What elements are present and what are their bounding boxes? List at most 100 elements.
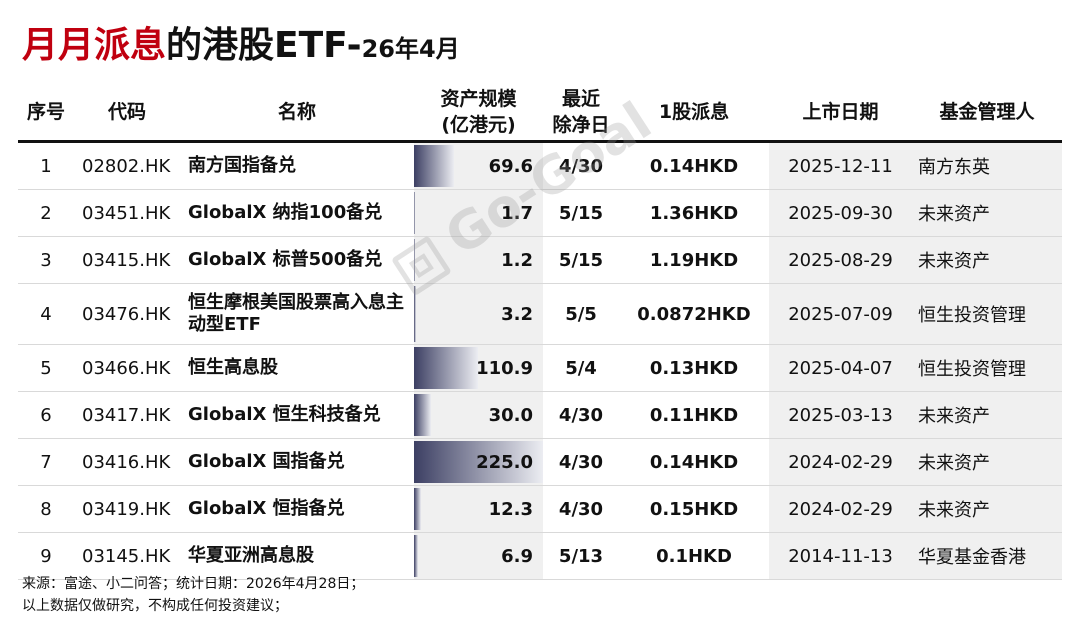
assets-value: 12.3 [488, 498, 533, 520]
header-name: 名称 [180, 84, 414, 143]
assets-value: 30.0 [488, 404, 533, 426]
assets-value: 110.9 [476, 357, 533, 379]
cell-idx: 8 [18, 485, 74, 533]
assets-bar [414, 441, 543, 483]
assets-bar [414, 347, 478, 389]
header-assets-line2: (亿港元) [441, 114, 516, 136]
table-row: 6 03417.HK GlobalX 恒生科技备兑 30.0 4/30 0.11HKD 20… [18, 391, 1062, 439]
table-row: 7 03416.HK GlobalX 国指备兑 225.0 4/30 0.14HKD 202… [18, 438, 1062, 486]
cell-code: 03145.HK [74, 532, 180, 580]
cell-manager: 华夏基金香港 [912, 532, 1062, 580]
cell-exdate: 4/30 [543, 391, 619, 439]
cell-dividend: 0.11HKD [619, 391, 769, 439]
cell-idx: 2 [18, 189, 74, 237]
cell-manager: 未来资产 [912, 485, 1062, 533]
cell-listing-date: 2025-09-30 [769, 189, 912, 237]
assets-bar [414, 488, 422, 530]
cell-code: 02802.HK [74, 141, 180, 190]
cell-assets: 3.2 [414, 283, 543, 345]
cell-manager: 恒生投资管理 [912, 283, 1062, 345]
assets-bar [414, 145, 454, 187]
table-row: 2 03451.HK GlobalX 纳指100备兑 1.7 5/15 1.36HKD 20… [18, 189, 1062, 237]
cell-code: 03466.HK [74, 344, 180, 392]
footnote-source: 来源：富途、小二问答；统计日期：2026年4月28日； [22, 576, 365, 592]
cell-manager: 未来资产 [912, 236, 1062, 284]
footnotes: 来源：富途、小二问答；统计日期：2026年4月28日； 以上数据仅做研究，不构成… [22, 573, 364, 617]
cell-idx: 6 [18, 391, 74, 439]
cell-code: 03417.HK [74, 391, 180, 439]
cell-dividend: 0.14HKD [619, 438, 769, 486]
cell-exdate: 5/13 [543, 532, 619, 580]
cell-manager: 恒生投资管理 [912, 344, 1062, 392]
cell-idx: 5 [18, 344, 74, 392]
cell-code: 03476.HK [74, 283, 180, 345]
header-listing: 上市日期 [769, 84, 912, 143]
cell-listing-date: 2025-04-07 [769, 344, 912, 392]
page-title: 月月派息的港股ETF-26年4月 [22, 16, 460, 68]
cell-exdate: 4/30 [543, 438, 619, 486]
cell-code: 03416.HK [74, 438, 180, 486]
cell-code: 03451.HK [74, 189, 180, 237]
cell-idx: 3 [18, 236, 74, 284]
cell-idx: 7 [18, 438, 74, 486]
cell-name: 恒生摩根美国股票高入息主动型ETF [180, 283, 414, 345]
cell-manager: 未来资产 [912, 391, 1062, 439]
cell-idx: 4 [18, 283, 74, 345]
cell-manager: 南方东英 [912, 141, 1062, 190]
header-exdate-line1: 最近 [561, 88, 600, 110]
cell-listing-date: 2025-07-09 [769, 283, 912, 345]
cell-idx: 9 [18, 532, 74, 580]
assets-value: 1.7 [501, 202, 533, 224]
cell-dividend: 1.19HKD [619, 236, 769, 284]
table-row: 3 03415.HK GlobalX 标普500备兑 1.2 5/15 1.19HKD 20… [18, 236, 1062, 284]
cell-exdate: 5/5 [543, 283, 619, 345]
header-assets-line1: 资产规模 [440, 88, 517, 110]
header-exdate-line2: 除净日 [552, 114, 610, 136]
cell-listing-date: 2025-08-29 [769, 236, 912, 284]
cell-dividend: 0.15HKD [619, 485, 769, 533]
cell-name: GlobalX 纳指100备兑 [180, 189, 414, 237]
cell-name: GlobalX 恒指备兑 [180, 485, 414, 533]
cell-manager: 未来资产 [912, 189, 1062, 237]
assets-value: 1.2 [501, 249, 533, 271]
cell-assets: 6.9 [414, 532, 543, 580]
assets-bar [414, 239, 415, 281]
table-row: 1 02802.HK 南方国指备兑 69.6 4/30 0.14HKD 2025-12-11… [18, 141, 1062, 190]
header-dividend: 1股派息 [619, 84, 769, 143]
header-manager: 基金管理人 [912, 84, 1062, 143]
etf-table: 序号 代码 名称 资产规模 (亿港元) 最近除净日 1股派息 上市日期 基金管理人… [18, 84, 1062, 580]
table-row: 8 03419.HK GlobalX 恒指备兑 12.3 4/30 0.15HKD 2024… [18, 485, 1062, 533]
cell-listing-date: 2024-02-29 [769, 438, 912, 486]
cell-assets: 110.9 [414, 344, 543, 392]
cell-dividend: 0.1HKD [619, 532, 769, 580]
header-exdate: 最近 除净日 [543, 84, 619, 143]
cell-code: 03415.HK [74, 236, 180, 284]
cell-code: 03419.HK [74, 485, 180, 533]
cell-exdate: 5/15 [543, 189, 619, 237]
cell-assets: 12.3 [414, 485, 543, 533]
cell-listing-date: 2025-12-11 [769, 141, 912, 190]
cell-name: GlobalX 标普500备兑 [180, 236, 414, 284]
header-assets: 资产规模 (亿港元) [414, 84, 543, 143]
cell-name: 南方国指备兑 [180, 141, 414, 190]
cell-assets: 1.2 [414, 236, 543, 284]
cell-manager: 未来资产 [912, 438, 1062, 486]
assets-value: 6.9 [501, 545, 533, 567]
cell-dividend: 0.13HKD [619, 344, 769, 392]
cell-dividend: 0.0872HKD [619, 283, 769, 345]
assets-bar [414, 394, 432, 436]
cell-exdate: 4/30 [543, 141, 619, 190]
title-highlight: 月月派息 [22, 25, 167, 66]
cell-name: 恒生高息股 [180, 344, 414, 392]
header-code: 代码 [74, 84, 180, 143]
cell-assets: 225.0 [414, 438, 543, 486]
cell-dividend: 1.36HKD [619, 189, 769, 237]
cell-dividend: 0.14HKD [619, 141, 769, 190]
cell-name: 华夏亚洲高息股 [180, 532, 414, 580]
assets-bar [414, 192, 415, 234]
footnote-disclaimer: 以上数据仅做研究，不构成任何投资建议； [22, 598, 288, 614]
cell-exdate: 5/4 [543, 344, 619, 392]
header-idx: 序号 [18, 84, 74, 143]
cell-idx: 1 [18, 141, 74, 190]
assets-bar [414, 286, 416, 342]
